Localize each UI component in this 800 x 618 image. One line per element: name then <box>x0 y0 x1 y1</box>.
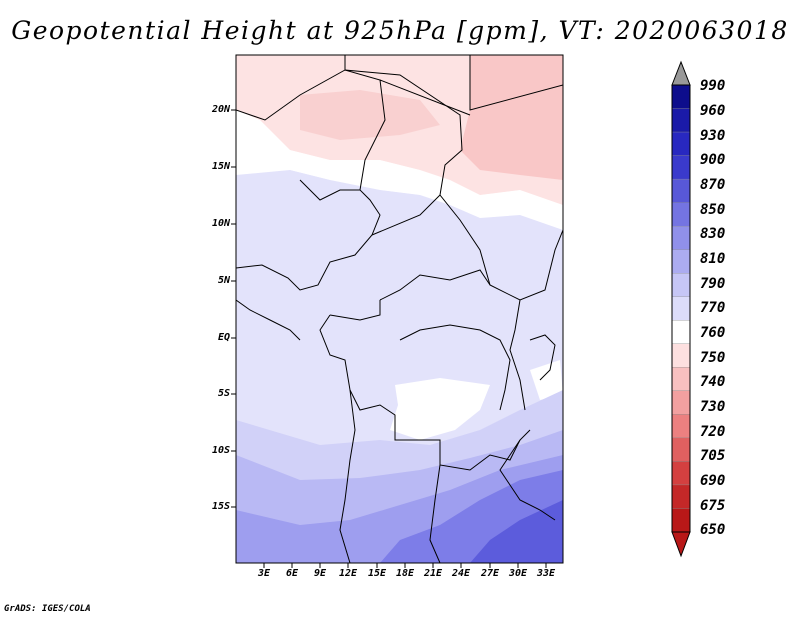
colorbar-cell <box>671 131 691 156</box>
lon-label-30e: 30E <box>508 568 528 579</box>
colorbar-label-740: 740 <box>700 374 726 390</box>
lon-label-3e: 3E <box>257 568 271 579</box>
lon-label-18e: 18E <box>395 568 415 579</box>
field-870 <box>470 500 563 563</box>
colorbar-label-990: 990 <box>700 78 726 94</box>
lon-label-24e: 24E <box>451 568 471 579</box>
lat-label-10s: 10S <box>211 445 230 456</box>
colorbar-label-810: 810 <box>700 251 726 267</box>
colorbar-label-760: 760 <box>700 325 726 341</box>
colorbar-cell <box>671 226 691 250</box>
colorbar-label-690: 690 <box>700 473 726 489</box>
colorbar-label-790: 790 <box>700 276 726 292</box>
field-760-east <box>530 360 563 400</box>
colorbar-label-730: 730 <box>700 399 726 415</box>
lat-label-5n: 5N <box>217 275 230 286</box>
map-frame <box>235 54 564 564</box>
colorbar-cell <box>671 390 691 415</box>
lat-label-15n: 15N <box>211 161 230 172</box>
field-740-east <box>460 55 563 180</box>
lat-label-5s: 5S <box>217 388 230 399</box>
colorbar-label-750: 750 <box>700 350 726 366</box>
lat-label-20n: 20N <box>211 104 230 115</box>
colorbar-cells <box>671 84 691 533</box>
country-borders <box>236 55 563 563</box>
colorbar-label-900: 900 <box>700 152 726 168</box>
colorbar-cell <box>671 343 691 368</box>
colorbar-label-675: 675 <box>700 498 726 514</box>
colorbar-label-830: 830 <box>700 226 726 242</box>
colorbar-label-705: 705 <box>700 448 726 464</box>
colorbar-label-930: 930 <box>700 128 726 144</box>
field-740-west <box>300 90 440 140</box>
colorbar-cell <box>671 414 691 439</box>
height-field <box>236 55 563 563</box>
colorbar-label-720: 720 <box>700 424 726 440</box>
lat-label-15s: 15S <box>211 501 230 512</box>
lat-label-10n: 10N <box>211 218 230 229</box>
axis-ticks <box>231 109 547 568</box>
colorbar-label-770: 770 <box>700 300 726 316</box>
colorbar-cell <box>671 461 691 486</box>
lon-label-15e: 15E <box>367 568 387 579</box>
colorbar-label-650: 650 <box>700 522 726 538</box>
colorbar-cell <box>671 437 691 462</box>
colorbar-top-arrow <box>671 60 691 86</box>
lon-label-12e: 12E <box>338 568 358 579</box>
page-title: Geopotential Height at 925hPa [gpm], VT:… <box>11 16 789 45</box>
colorbar-cell <box>671 296 691 321</box>
colorbar-cell <box>671 84 691 109</box>
colorbar-cell <box>671 178 691 203</box>
colorbar-cell <box>671 249 691 274</box>
colorbar-label-850: 850 <box>700 202 726 218</box>
field-760-congo <box>390 378 490 440</box>
lon-label-21e: 21E <box>423 568 443 579</box>
grads-credit: GrADS: IGES/COLA <box>4 604 91 614</box>
colorbar-cell <box>671 320 691 344</box>
colorbar-cell <box>671 484 691 509</box>
lat-label-eq: EQ <box>217 332 230 343</box>
colorbar-label-870: 870 <box>700 177 726 193</box>
lon-label-6e: 6E <box>285 568 299 579</box>
colorbar-cell <box>671 202 691 227</box>
colorbar-bottom-arrow <box>671 531 691 558</box>
colorbar-cell <box>671 508 691 533</box>
lon-label-27e: 27E <box>480 568 500 579</box>
colorbar-cell <box>671 273 691 297</box>
lon-label-33e: 33E <box>536 568 556 579</box>
colorbar-cell <box>671 367 691 391</box>
lon-label-9e: 9E <box>313 568 327 579</box>
colorbar-cell <box>671 155 691 180</box>
colorbar-label-960: 960 <box>700 103 726 119</box>
colorbar-cell <box>671 108 691 133</box>
